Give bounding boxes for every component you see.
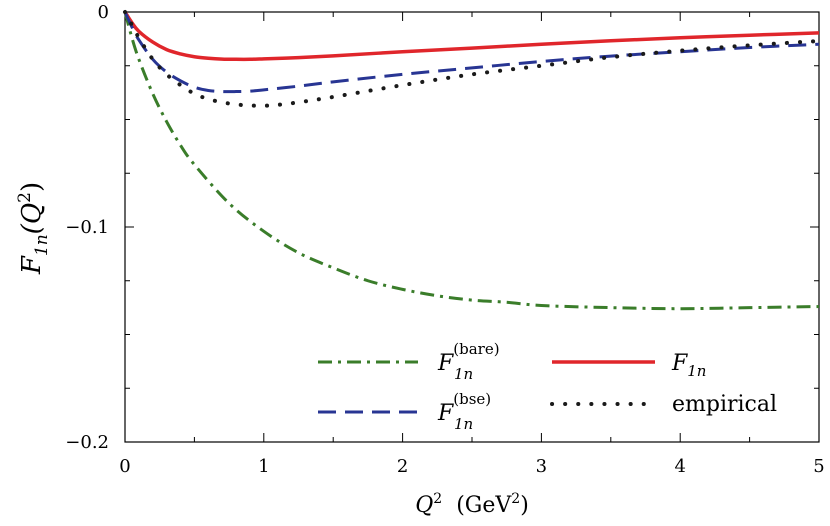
y-axis-sub: 1n (32, 234, 52, 256)
y-tick-label: −0.2 (65, 432, 109, 453)
legend-total-F: F (671, 351, 688, 376)
x-tick-label: 4 (674, 456, 685, 477)
legend-bare-F: F (437, 351, 454, 376)
y-axis-close: ) (17, 182, 47, 192)
y-tick-label: 0 (98, 2, 109, 23)
y-axis-sup: 2 (15, 192, 35, 203)
series-line-bse (123, 11, 820, 94)
x-tick-label: 2 (397, 456, 408, 477)
x-axis-unit-close: ) (520, 493, 529, 518)
x-axis-var-sup: 2 (433, 491, 442, 507)
legend: F(bare) 1n F(bse) 1n F1n empirical (318, 340, 777, 433)
legend-label-bare: F(bare) 1n (437, 340, 500, 383)
legend-label-empirical: empirical (672, 392, 777, 417)
x-tick-label: 3 (536, 456, 547, 477)
legend-bare-sup: (bare) (453, 340, 499, 358)
y-tick-label: −0.1 (65, 217, 109, 238)
legend-label-bse: F(bse) 1n (437, 390, 491, 433)
legend-bse-F: F (437, 401, 454, 426)
x-axis-unit-sup: 2 (511, 491, 520, 507)
y-axis-open: (Q (17, 203, 47, 234)
y-axis-title: F1n(Q2) (15, 182, 52, 275)
x-tick-label: 1 (258, 456, 269, 477)
ticks (124, 11, 820, 443)
series-line-bare (123, 11, 820, 311)
x-axis-title: Q2 (GeV2) (415, 491, 529, 518)
x-tick-label: 5 (813, 456, 824, 477)
x-axis-unit-open: (GeV (456, 493, 512, 518)
legend-bse-sub: 1n (454, 415, 473, 433)
x-tick-label: 0 (119, 456, 130, 477)
tick-labels: 0 1 2 3 4 5 0 −0.1 −0.2 (65, 2, 824, 477)
series-line-total (123, 11, 820, 62)
legend-bare-sub: 1n (454, 365, 473, 383)
legend-bse-sup: (bse) (453, 390, 491, 408)
y-axis-F: F (17, 255, 47, 275)
series-layer (123, 10, 821, 311)
legend-label-total: F1n (671, 351, 706, 380)
x-axis-var: Q (415, 493, 433, 518)
legend-total-sub: 1n (687, 362, 706, 380)
